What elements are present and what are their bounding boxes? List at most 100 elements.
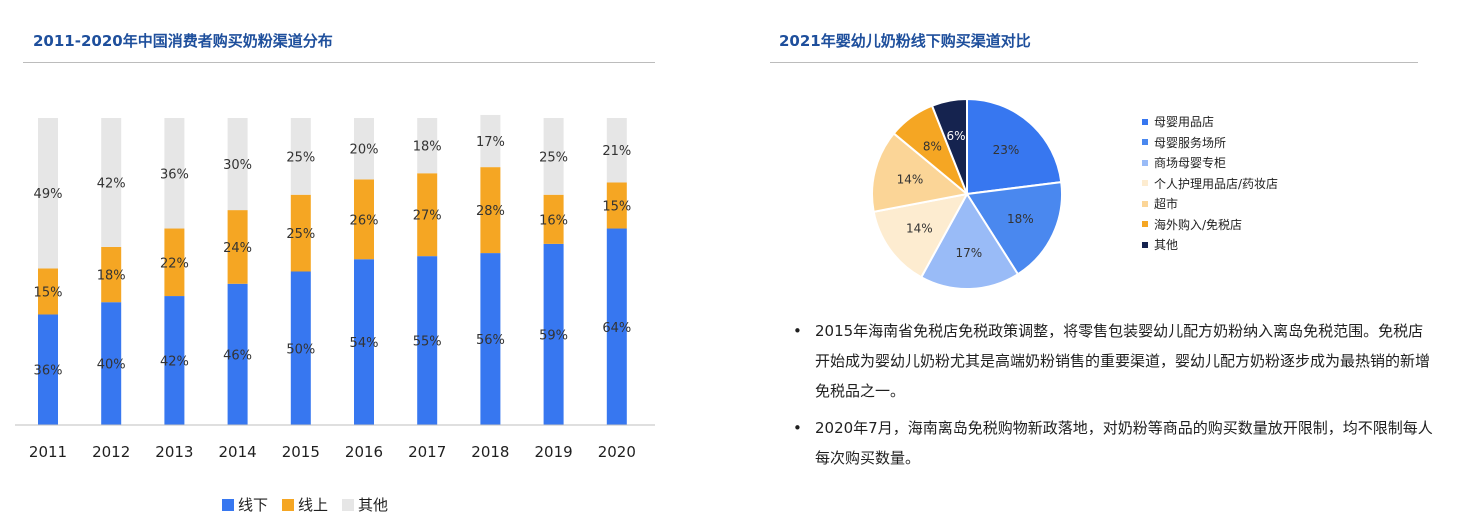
pie-slice-母婴用品店 — [966, 97, 1063, 196]
bar-segment-线下-2014 — [227, 283, 248, 425]
note-text: 2015年海南省免税店免税政策调整，将零售包装婴幼儿配方奶粉纳入离岛免税范围。免… — [815, 322, 1431, 400]
pie-legend-item: 母婴用品店 — [1142, 113, 1214, 130]
data-label: 20% — [350, 143, 379, 158]
pie-legend-item: 超市 — [1142, 195, 1178, 212]
bar-segment-线下-2019 — [543, 243, 564, 425]
x-tick-label: 2014 — [219, 443, 257, 461]
data-label: 42% — [97, 176, 126, 191]
note-text: 2020年7月，海南离岛免税购物新政落地，对奶粉等商品的购买数量放开限制，均不限… — [815, 419, 1433, 467]
pie-legend-item: 其他 — [1142, 236, 1178, 253]
bar-segment-其他-2012 — [101, 118, 122, 247]
legend-swatch — [1142, 241, 1148, 248]
data-label: 54% — [350, 336, 379, 351]
bar-segment-线上-2019 — [543, 194, 564, 244]
bar-segment-其他-2011 — [38, 118, 58, 269]
pie-legend-item: 海外购入/免税店 — [1142, 216, 1242, 233]
data-label: 56% — [476, 333, 505, 348]
data-label: 21% — [602, 144, 631, 159]
legend-swatch — [1142, 221, 1148, 227]
data-label: 40% — [97, 358, 126, 373]
pie-slice-个人护理用品店/药妆店 — [872, 192, 969, 279]
x-tick-label: 2011 — [29, 443, 67, 461]
data-label: 27% — [413, 209, 442, 224]
bullet-marker: • — [793, 322, 802, 340]
data-label: 15% — [602, 199, 631, 214]
bar-segment-线下-2011 — [38, 314, 58, 425]
left-chart-title: 2011-2020年中国消费者购买奶粉渠道分布 — [33, 32, 333, 50]
bar-segment-线上-2013 — [164, 228, 185, 297]
legend-label: 其他 — [358, 496, 389, 514]
bar-segment-其他-2019 — [543, 118, 564, 195]
bar-segment-其他-2017 — [417, 118, 438, 174]
data-label: 55% — [413, 335, 442, 350]
data-label: 26% — [350, 213, 379, 228]
legend-label: 线上 — [298, 496, 329, 514]
bar-segment-线上-2018 — [480, 167, 501, 254]
bar-segment-其他-2016 — [354, 118, 374, 180]
legend-swatch — [1142, 139, 1148, 145]
x-tick-label: 2020 — [598, 443, 636, 461]
legend-swatch — [282, 498, 295, 511]
pie-data-label: 8% — [923, 139, 942, 153]
bar-segment-线下-2015 — [290, 271, 311, 425]
data-label: 18% — [97, 269, 126, 284]
x-tick-label: 2017 — [408, 443, 446, 461]
left-title-divider — [23, 62, 655, 63]
data-label: 22% — [160, 256, 189, 271]
note-item: • 2020年7月，海南离岛免税购物新政落地，对奶粉等商品的购买数量放开限制，均… — [793, 413, 1433, 473]
right-title-divider — [770, 62, 1418, 63]
data-label: 36% — [160, 167, 189, 182]
x-tick-label: 2012 — [92, 443, 130, 461]
legend-label: 商场母婴专柜 — [1154, 156, 1227, 170]
data-label: 30% — [223, 158, 252, 173]
data-label: 28% — [476, 204, 505, 219]
legend-label: 超市 — [1154, 197, 1179, 211]
data-label: 42% — [160, 355, 189, 370]
pie-data-label: 17% — [956, 246, 983, 260]
data-label: 50% — [286, 342, 315, 357]
legend-label: 个人护理用品店/药妆店 — [1154, 176, 1279, 191]
bar-segment-线下-2012 — [101, 302, 122, 425]
data-label: 25% — [286, 227, 315, 242]
pie-data-label: 23% — [993, 143, 1020, 157]
legend-swatch — [1142, 200, 1148, 207]
data-label: 36% — [34, 364, 63, 379]
bar-segment-线下-2016 — [354, 259, 374, 425]
pie-data-label: 6% — [946, 129, 965, 143]
pie-slice-其他 — [930, 97, 968, 195]
legend-label: 线下 — [238, 496, 269, 514]
pie-slice-超市 — [871, 132, 970, 213]
data-label: 49% — [34, 187, 63, 202]
pie-legend-item: 母婴服务场所 — [1142, 134, 1226, 151]
data-label: 24% — [223, 241, 252, 256]
bar-segment-线上-2014 — [227, 210, 248, 284]
data-label: 18% — [413, 140, 442, 155]
legend-label: 其他 — [1154, 238, 1179, 252]
stacked-bar-chart: 36% 15% 49% 2011 40% 18% 42% 2012 42% 22% 36% 2013 4… — [15, 114, 655, 461]
bar-segment-其他-2015 — [290, 118, 311, 195]
notes-list: • 2015年海南省免税店免税政策调整，将零售包装婴幼儿配方奶粉纳入离岛免税范围… — [793, 316, 1433, 480]
bar-segment-线上-2015 — [290, 194, 311, 272]
data-label: 64% — [602, 321, 631, 336]
data-label: 46% — [223, 348, 252, 363]
note-item: • 2015年海南省免税店免税政策调整，将零售包装婴幼儿配方奶粉纳入离岛免税范围… — [793, 316, 1433, 406]
legend-item: 其他 — [342, 494, 388, 515]
legend-swatch — [1142, 180, 1148, 186]
bar-segment-其他-2018 — [480, 114, 501, 168]
x-tick-label: 2018 — [471, 443, 509, 461]
legend-label: 母婴服务场所 — [1154, 135, 1227, 150]
bar-segment-线上-2012 — [101, 246, 122, 303]
pie-legend-item: 商场母婴专柜 — [1142, 154, 1226, 171]
bar-segment-线上-2017 — [417, 173, 438, 257]
x-tick-label: 2015 — [282, 443, 320, 461]
data-label: 59% — [539, 328, 568, 343]
bar-segment-其他-2013 — [164, 118, 185, 229]
data-label: 17% — [476, 135, 505, 150]
pie-data-label: 14% — [897, 172, 924, 186]
bar-segment-线下-2020 — [606, 228, 627, 425]
legend-swatch — [1142, 159, 1148, 166]
legend-item: 线上 — [282, 494, 328, 515]
x-tick-label: 2019 — [535, 443, 573, 461]
bar-segment-线下-2017 — [417, 256, 438, 425]
bar-segment-其他-2014 — [227, 118, 248, 211]
